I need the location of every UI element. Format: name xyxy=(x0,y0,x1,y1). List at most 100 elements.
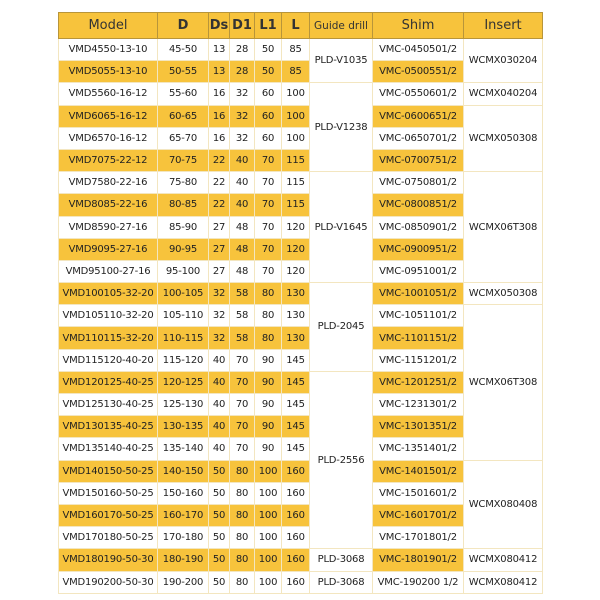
table-row: VMD180190-50-30 180-190 50 80 100 160 PLD-3068… xyxy=(58,548,543,572)
cell-l: 160 xyxy=(281,570,310,594)
cell-l: 120 xyxy=(281,215,310,239)
cell-shim: VMC-0900951/2 xyxy=(372,237,464,261)
table-row: VMD140150-50-25 140-150 50 80 100 160 VMC-1401… xyxy=(58,459,543,550)
cell-model: VMD160170-50-25 xyxy=(58,503,158,528)
cell-model: VMD9095-27-16 xyxy=(58,237,158,261)
table-row: VMD135140-40-25 135-140 40 70 90 145 VMC-13514… xyxy=(58,437,543,461)
cell-l: 145 xyxy=(281,392,310,417)
cell-shim: VMC-0500551/2 xyxy=(372,60,464,84)
cell-d: 75-80 xyxy=(157,171,209,195)
cell-model: VMD7580-22-16 xyxy=(58,171,158,195)
cell-d1: 48 xyxy=(229,215,255,239)
cell-guide-drill: PLD-3068 xyxy=(309,570,373,594)
cell-d: 170-180 xyxy=(157,526,209,550)
cell-d1: 28 xyxy=(229,60,255,84)
cell-ds: 27 xyxy=(208,259,230,284)
cell-model: VMD6065-16-12 xyxy=(58,104,158,128)
cell-l1: 70 xyxy=(254,171,282,195)
header-row: Model D Ds D1 L1 L Guide drill Shim Inse… xyxy=(58,12,543,39)
cell-l1: 70 xyxy=(254,193,282,217)
cell-l1: 100 xyxy=(254,503,282,528)
cell-d1: 32 xyxy=(229,104,255,128)
cell-d: 150-160 xyxy=(157,481,209,505)
cell-l: 145 xyxy=(281,370,310,395)
cell-d1: 58 xyxy=(229,304,255,328)
cell-l1: 70 xyxy=(254,148,282,173)
cell-d1: 58 xyxy=(229,282,255,306)
cell-l1: 100 xyxy=(254,481,282,505)
cell-insert: WCMX050308 xyxy=(463,104,543,173)
cell-insert: WCMX06T308 xyxy=(463,304,543,461)
cell-ds: 50 xyxy=(208,526,230,550)
cell-l: 85 xyxy=(281,37,310,62)
cell-l1: 90 xyxy=(254,392,282,417)
cell-d: 80-85 xyxy=(157,193,209,217)
header-guide-drill: Guide drill xyxy=(309,12,373,39)
cell-l: 115 xyxy=(281,193,310,217)
cell-model: VMD190200-50-30 xyxy=(58,570,158,594)
table-row: VMD8590-27-16 85-90 27 48 70 120 VMC-0850901/2 xyxy=(58,215,543,239)
cell-l: 115 xyxy=(281,171,310,195)
cell-ds: 13 xyxy=(208,37,230,62)
cell-shim: VMC-1201251/2 xyxy=(372,370,464,395)
cell-insert: WCMX080412 xyxy=(463,570,543,594)
cell-l: 115 xyxy=(281,148,310,173)
cell-ds: 32 xyxy=(208,304,230,328)
cell-shim: VMC-0800851/2 xyxy=(372,193,464,217)
cell-l: 160 xyxy=(281,481,310,505)
header-model: Model xyxy=(58,12,158,39)
cell-guide-drill: PLD-V1238 xyxy=(309,82,373,173)
cell-d1: 40 xyxy=(229,193,255,217)
cell-guide-drill: PLD-2556 xyxy=(309,370,373,550)
cell-l1: 80 xyxy=(254,326,282,350)
cell-l: 130 xyxy=(281,282,310,306)
cell-shim: VMC-1151201/2 xyxy=(372,348,464,372)
cell-insert: WCMX050308 xyxy=(463,282,543,306)
header-insert: Insert xyxy=(463,12,543,39)
table-row: VMD5055-13-10 50-55 13 28 50 85 VMC-0500551/2 xyxy=(58,60,543,84)
cell-d1: 28 xyxy=(229,37,255,62)
cell-shim: VMC-0550601/2 xyxy=(372,82,464,106)
header-l1: L1 xyxy=(254,12,282,39)
cell-l: 100 xyxy=(281,82,310,106)
cell-l1: 50 xyxy=(254,60,282,84)
cell-model: VMD6570-16-12 xyxy=(58,126,158,150)
cell-d1: 70 xyxy=(229,415,255,439)
cell-shim: VMC-1301351/2 xyxy=(372,415,464,439)
cell-l1: 70 xyxy=(254,259,282,284)
cell-model: VMD135140-40-25 xyxy=(58,437,158,461)
table-row: VMD6570-16-12 65-70 16 32 60 100 VMC-0650701/2 xyxy=(58,126,543,150)
header-ds: Ds xyxy=(208,12,230,39)
cell-d: 85-90 xyxy=(157,215,209,239)
table-row: VMD7580-22-16 75-80 22 40 70 115 PLD-V1645 VMC-… xyxy=(58,171,543,284)
cell-shim: VMC-1801901/2 xyxy=(372,548,464,572)
cell-ds: 50 xyxy=(208,503,230,528)
cell-ds: 16 xyxy=(208,82,230,106)
cell-model: VMD105110-32-20 xyxy=(58,304,158,328)
cell-ds: 27 xyxy=(208,215,230,239)
table-row: VMD100105-32-20 100-105 32 58 80 130 PLD-2045 V… xyxy=(58,282,543,372)
cell-d: 125-130 xyxy=(157,392,209,417)
cell-l: 145 xyxy=(281,437,310,461)
cell-shim: VMC-1351401/2 xyxy=(372,437,464,461)
cell-ds: 22 xyxy=(208,148,230,173)
cell-l1: 60 xyxy=(254,82,282,106)
cell-ds: 40 xyxy=(208,392,230,417)
cell-l: 120 xyxy=(281,259,310,284)
cell-l1: 70 xyxy=(254,215,282,239)
cell-ds: 50 xyxy=(208,548,230,572)
cell-d1: 70 xyxy=(229,392,255,417)
cell-shim: VMC-0951001/2 xyxy=(372,259,464,284)
cell-d: 130-135 xyxy=(157,415,209,439)
cell-model: VMD95100-27-16 xyxy=(58,259,158,284)
cell-l1: 70 xyxy=(254,237,282,261)
header-d: D xyxy=(157,12,209,39)
cell-l: 160 xyxy=(281,526,310,550)
table-row: VMD190200-50-30 190-200 50 80 100 160 PLD-3068… xyxy=(58,570,543,594)
cell-d: 50-55 xyxy=(157,60,209,84)
cell-d: 100-105 xyxy=(157,282,209,306)
cell-d1: 40 xyxy=(229,171,255,195)
cell-insert: WCMX040204 xyxy=(463,82,543,106)
cell-model: VMD8590-27-16 xyxy=(58,215,158,239)
cell-ds: 16 xyxy=(208,104,230,128)
